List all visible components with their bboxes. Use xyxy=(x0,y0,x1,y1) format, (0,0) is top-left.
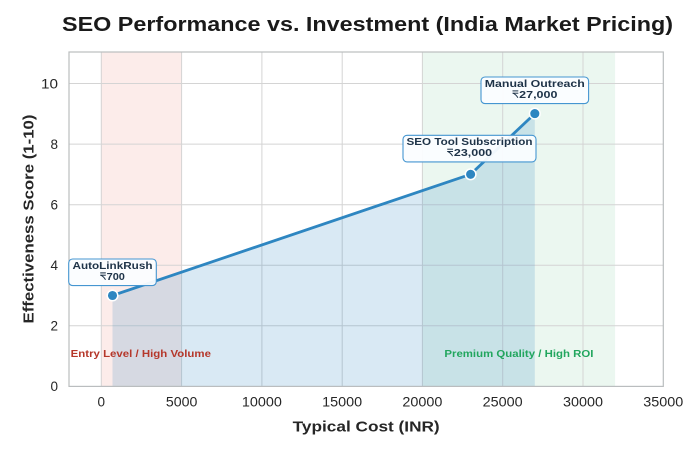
svg-text:5000: 5000 xyxy=(166,395,198,410)
svg-text:10: 10 xyxy=(41,76,58,91)
svg-text:4: 4 xyxy=(50,258,58,273)
svg-text:Entry Level / High Volume: Entry Level / High Volume xyxy=(71,349,212,360)
svg-text:0: 0 xyxy=(98,395,106,410)
svg-text:Premium Quality / High ROI: Premium Quality / High ROI xyxy=(444,349,593,360)
svg-text:6: 6 xyxy=(50,198,58,213)
svg-text:15000: 15000 xyxy=(322,395,362,410)
svg-text:30000: 30000 xyxy=(563,395,603,410)
svg-text:25000: 25000 xyxy=(483,395,523,410)
svg-text:23,000: 23,000 xyxy=(454,148,492,159)
svg-text:8: 8 xyxy=(50,137,58,152)
svg-text:20000: 20000 xyxy=(402,395,442,410)
svg-text:SEO Tool Subscription: SEO Tool Subscription xyxy=(407,137,533,148)
svg-text:0: 0 xyxy=(50,379,58,394)
svg-text:10000: 10000 xyxy=(242,395,282,410)
svg-text:2: 2 xyxy=(50,319,58,334)
svg-text:SEO Performance vs. Investment: SEO Performance vs. Investment (India Ma… xyxy=(62,13,673,36)
svg-text:35000: 35000 xyxy=(643,395,683,410)
svg-text:AutoLinkRush: AutoLinkRush xyxy=(73,261,153,272)
svg-text:Manual Outreach: Manual Outreach xyxy=(485,79,585,90)
svg-text:Effectiveness Score (1-10): Effectiveness Score (1-10) xyxy=(21,114,38,323)
svg-text:700: 700 xyxy=(107,272,126,283)
svg-text:27,000: 27,000 xyxy=(519,90,557,101)
svg-text:Typical Cost (INR): Typical Cost (INR) xyxy=(293,419,440,436)
